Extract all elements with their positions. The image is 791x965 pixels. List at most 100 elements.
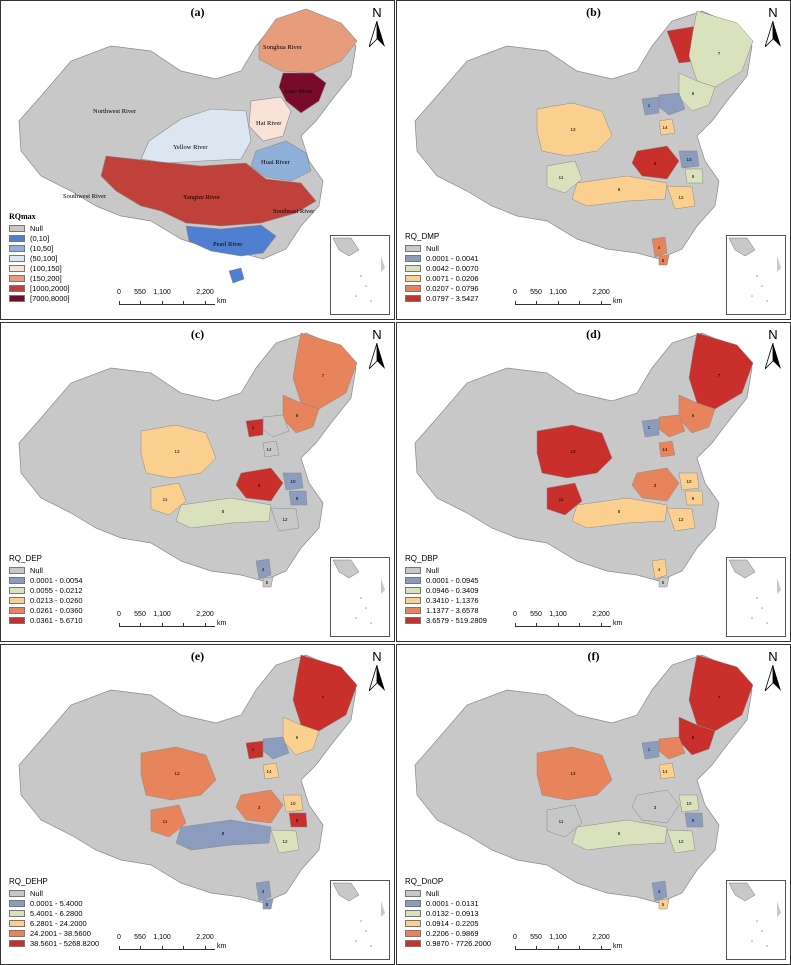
river-label-pearl: Pearl River [213,241,243,248]
scale-bar-line [119,622,215,627]
legend-item: 0.0055 - 0.0212 [9,585,83,595]
legend-item: Null [9,565,83,575]
scale-bar: 0 550 1,100 2,200 km [515,289,625,311]
scale-tick-label: 550 [530,289,542,296]
legend-entries: Null 0.0001 - 0.0054 0.0055 - 0.0212 0.0213… [9,565,83,625]
south-china-sea-inset [726,235,786,315]
scale-tick-label: 0 [513,611,517,618]
scale-tick-label: 1,100 [549,611,567,618]
legend-label: (10,50] [30,244,53,253]
legend: RQmax Null (0,10] (10,50] (50,100] (100,150]… [9,212,70,303]
region-number-label: 10 [290,801,296,806]
legend-item: [1000,2000] [9,283,70,293]
north-arrow-icon [369,343,385,369]
inset-map-icon [727,236,785,314]
region-number-label: 12 [282,517,288,522]
legend-swatch [9,940,25,947]
legend-item: Null [9,888,99,898]
sampling-region-1 [642,97,659,115]
legend-swatch [405,930,421,937]
legend-item: 5.4001 - 6.2800 [9,908,99,918]
legend-item: 0.0797 - 3.5427 [405,293,479,303]
legend-title: RQ_DEP [9,554,83,563]
scale-tick-label: 2,200 [592,934,610,941]
legend-item: 24.2001 - 38.5600 [9,928,99,938]
legend-item: 1.1377 - 3.6578 [405,605,487,615]
legend-item: 0.0001 - 5.4000 [9,898,99,908]
legend-swatch [9,295,25,302]
legend-label: Null [30,224,43,233]
legend-item: 0.0071 - 0.0206 [405,273,479,283]
legend-label: 0.0001 - 0.0054 [30,576,83,585]
legend-swatch [9,597,25,604]
inset-map-icon [727,881,785,959]
region-number-label: 11 [559,497,564,502]
region-number-label: 13 [570,449,576,454]
legend-label: 0.0001 - 0.0131 [426,899,479,908]
legend-item: 0.2206 - 0.9869 [405,928,491,938]
scale-tick-label: 1,100 [549,934,567,941]
legend-item: [7000,8000] [9,293,70,303]
scale-tick-label: 0 [117,289,121,296]
sampling-region-1 [246,741,263,759]
legend-swatch [9,930,25,937]
scale-unit: km [217,943,226,950]
sampling-region-1 [642,741,659,759]
legend-label: 0.0001 - 0.0945 [426,576,479,585]
north-letter: N [762,327,784,342]
legend-item: 0.0261 - 0.0360 [9,605,83,615]
legend-label: 0.0055 - 0.0212 [30,586,83,595]
sampling-region-1 [246,419,263,437]
legend-swatch [405,285,421,292]
region-number-label: 14 [266,769,272,774]
panel-b: (b) 7 6 1 13 14 3 10 9 11 8 12 4 5 N RQ_DMP Null 0.00… [396,0,791,320]
north-letter: N [366,327,388,342]
legend-swatch [405,567,421,574]
legend-title: RQ_DnOP [405,877,491,886]
river-label-huai: Huai River [261,159,291,166]
legend-swatch [405,295,421,302]
north-arrow-icon [765,21,781,47]
region-number-label: 11 [163,497,168,502]
inset-map-icon [331,236,389,314]
scale-tick-label: 1,100 [153,611,171,618]
legend: RQ_DnOP Null 0.0001 - 0.0131 0.0132 - 0.09… [405,877,491,948]
scale-bar-line [119,945,215,950]
north-arrow: N [762,5,784,49]
legend-label: Null [426,244,439,253]
north-arrow: N [366,649,388,693]
region-number-label: 10 [290,479,296,484]
legend: RQ_DEHP Null 0.0001 - 5.4000 5.4001 - 6.28… [9,877,99,948]
panel-c: (c) 7 6 1 13 14 3 10 9 11 8 12 4 5 N RQ_DEP Null 0.00… [0,322,395,642]
scale-bar: 0 550 1,100 2,200 km [515,934,625,956]
legend-swatch [9,900,25,907]
scale-tick-label: 0 [513,289,517,296]
legend-swatch [9,235,25,242]
legend-item: 0.0361 - 5.6710 [9,615,83,625]
legend-entries: Null 0.0001 - 0.0041 0.0042 - 0.0070 0.0071… [405,243,479,303]
legend-label: 6.2801 - 24.2000 [30,919,87,928]
scale-tick-label: 0 [117,611,121,618]
legend-label: Null [426,889,439,898]
legend-item: Null [405,565,487,575]
north-arrow: N [366,5,388,49]
south-china-sea-inset [726,557,786,637]
scale-tick-label: 550 [134,611,146,618]
legend-swatch [405,265,421,272]
legend-item: Null [9,223,70,233]
scale-unit: km [613,620,622,627]
legend-swatch [405,597,421,604]
north-letter: N [366,649,388,664]
panel-d: (d) 7 6 1 13 14 3 10 9 11 8 12 4 5 N RQ_DBP Null 0.00… [396,322,791,642]
legend-swatch [9,910,25,917]
region-number-label: 11 [163,819,168,824]
south-china-sea-inset [330,235,390,315]
legend-label: 0.0071 - 0.0206 [426,274,479,283]
legend-label: 0.2206 - 0.9869 [426,929,479,938]
legend-label: (100,150] [30,264,62,273]
legend-item: 0.0213 - 0.0260 [9,595,83,605]
legend-label: (150,200] [30,274,62,283]
legend-swatch [405,577,421,584]
legend: RQ_DEP Null 0.0001 - 0.0054 0.0055 - 0.021… [9,554,83,625]
legend-label: 0.0001 - 0.0041 [426,254,479,263]
